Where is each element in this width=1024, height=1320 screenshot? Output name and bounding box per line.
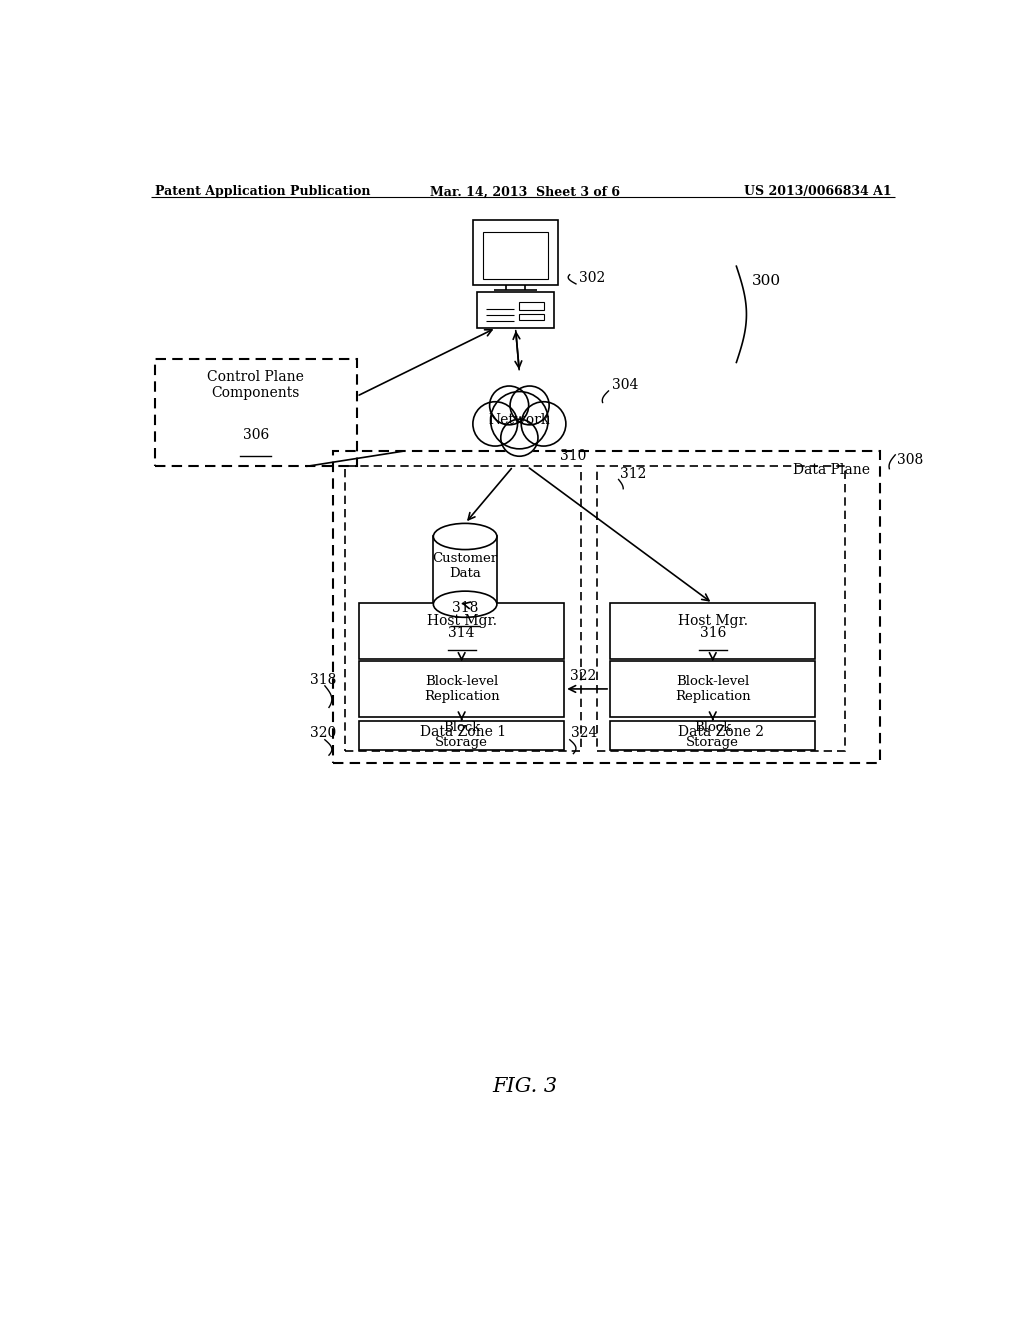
FancyBboxPatch shape <box>433 536 497 605</box>
Text: US 2013/0066834 A1: US 2013/0066834 A1 <box>743 185 891 198</box>
Circle shape <box>489 385 528 425</box>
FancyBboxPatch shape <box>610 721 815 750</box>
Text: 310: 310 <box>560 449 587 463</box>
Text: Customer
Data: Customer Data <box>432 552 498 579</box>
Circle shape <box>490 392 548 449</box>
Text: Control Plane
Components: Control Plane Components <box>208 370 304 400</box>
Circle shape <box>473 401 517 446</box>
Text: 306: 306 <box>243 428 269 442</box>
Text: 308: 308 <box>897 453 923 466</box>
Circle shape <box>510 385 549 425</box>
Text: Block
Storage: Block Storage <box>686 721 739 750</box>
Text: 320: 320 <box>310 726 336 741</box>
Text: Host Mgr.: Host Mgr. <box>678 614 748 628</box>
Text: 322: 322 <box>569 669 596 684</box>
FancyBboxPatch shape <box>359 603 564 659</box>
Circle shape <box>501 420 538 457</box>
Text: Network: Network <box>488 413 550 428</box>
Circle shape <box>521 401 566 446</box>
Ellipse shape <box>433 591 497 618</box>
Text: Data Plane: Data Plane <box>794 462 870 477</box>
Text: Patent Application Publication: Patent Application Publication <box>155 185 371 198</box>
Text: Block-level
Replication: Block-level Replication <box>675 675 751 704</box>
FancyBboxPatch shape <box>473 220 558 285</box>
FancyBboxPatch shape <box>359 721 564 750</box>
Text: FIG. 3: FIG. 3 <box>493 1077 557 1096</box>
FancyBboxPatch shape <box>610 661 815 717</box>
Text: 312: 312 <box>621 467 646 480</box>
Text: Mar. 14, 2013  Sheet 3 of 6: Mar. 14, 2013 Sheet 3 of 6 <box>430 185 620 198</box>
Text: 316: 316 <box>699 627 726 640</box>
Text: 318: 318 <box>452 601 478 615</box>
FancyBboxPatch shape <box>477 292 554 327</box>
Text: Block
Storage: Block Storage <box>435 721 488 750</box>
FancyBboxPatch shape <box>359 661 564 717</box>
Text: Data Zone 2: Data Zone 2 <box>678 725 764 739</box>
Ellipse shape <box>433 524 497 549</box>
FancyBboxPatch shape <box>519 314 544 321</box>
Text: Data Zone 1: Data Zone 1 <box>420 725 506 739</box>
FancyBboxPatch shape <box>483 231 548 280</box>
Text: Host Mgr.: Host Mgr. <box>427 614 497 628</box>
Text: Block-level
Replication: Block-level Replication <box>424 675 500 704</box>
Text: 304: 304 <box>612 379 639 392</box>
Text: 318: 318 <box>310 673 337 686</box>
Text: 302: 302 <box>579 271 605 285</box>
FancyBboxPatch shape <box>610 603 815 659</box>
Text: 300: 300 <box>752 275 781 289</box>
FancyBboxPatch shape <box>519 302 544 310</box>
Text: 324: 324 <box>571 726 598 741</box>
Text: 314: 314 <box>449 627 475 640</box>
